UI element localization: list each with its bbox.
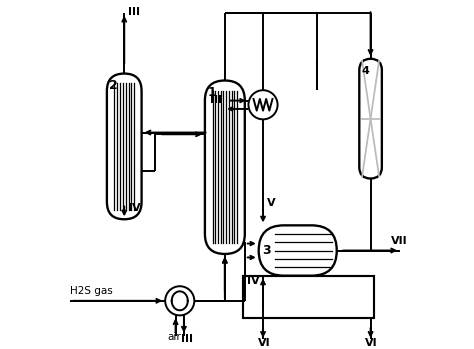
Text: VII: VII: [391, 236, 407, 246]
Text: VI: VI: [365, 338, 378, 348]
Text: 2: 2: [109, 79, 118, 92]
Text: III: III: [128, 7, 140, 17]
Text: IV: IV: [128, 203, 141, 213]
Text: 4: 4: [361, 66, 369, 76]
Bar: [243, 276, 374, 318]
FancyBboxPatch shape: [205, 81, 245, 254]
Text: V: V: [266, 198, 275, 208]
Text: 1: 1: [207, 86, 216, 99]
Text: 3: 3: [262, 244, 271, 257]
FancyBboxPatch shape: [359, 59, 382, 178]
Text: H2S gas: H2S gas: [71, 286, 113, 296]
Text: III: III: [181, 334, 193, 344]
Text: III: III: [210, 95, 222, 105]
Text: air: air: [167, 332, 181, 342]
Text: VI: VI: [258, 338, 271, 348]
Text: IV: IV: [247, 276, 260, 286]
FancyBboxPatch shape: [259, 225, 337, 276]
FancyBboxPatch shape: [107, 74, 142, 219]
